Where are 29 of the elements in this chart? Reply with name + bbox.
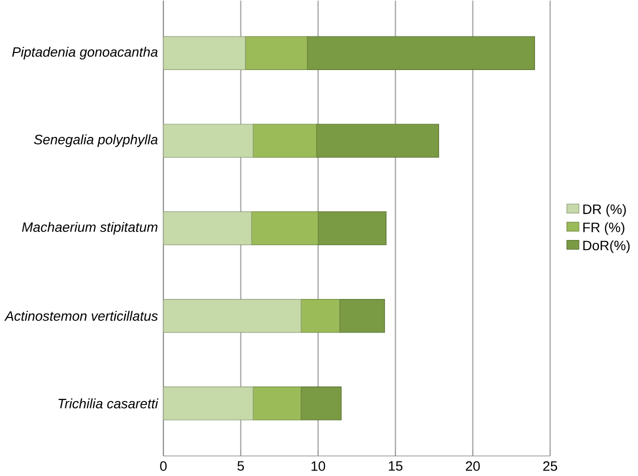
bar	[163, 36, 246, 70]
x-tick-label: 5	[238, 461, 244, 471]
legend-label: DoR(%)	[583, 240, 630, 254]
y-tick-label: Trichilia casaretti	[58, 398, 158, 408]
bar	[163, 386, 254, 420]
bar	[245, 36, 308, 70]
bar	[316, 124, 440, 158]
x-tick-label: 0	[160, 461, 167, 471]
bar	[163, 124, 254, 158]
bar	[163, 211, 252, 246]
bar	[163, 299, 302, 333]
bar	[306, 36, 535, 70]
bar	[300, 386, 342, 420]
bar	[339, 299, 385, 333]
x-tick-label: 15	[388, 461, 402, 471]
bar	[252, 124, 317, 158]
x-tick-label: 10	[312, 461, 326, 471]
y-tick-label: Senegalia polyphylla	[34, 134, 158, 148]
bar	[252, 386, 302, 420]
bar	[300, 299, 340, 333]
x-tick-label: 25	[543, 461, 558, 471]
legend-label: FR (%)	[583, 222, 624, 235]
bar	[318, 211, 386, 246]
x-tick-label: 20	[466, 461, 480, 471]
legend-label: DR (%)	[583, 204, 626, 217]
y-tick-label: Actinostemon verticillatus	[4, 310, 158, 321]
bar	[251, 211, 318, 246]
y-tick-label: Piptadenia gonoacantha	[12, 46, 158, 60]
y-tick-label: Machaerium stipitatum	[22, 222, 158, 235]
